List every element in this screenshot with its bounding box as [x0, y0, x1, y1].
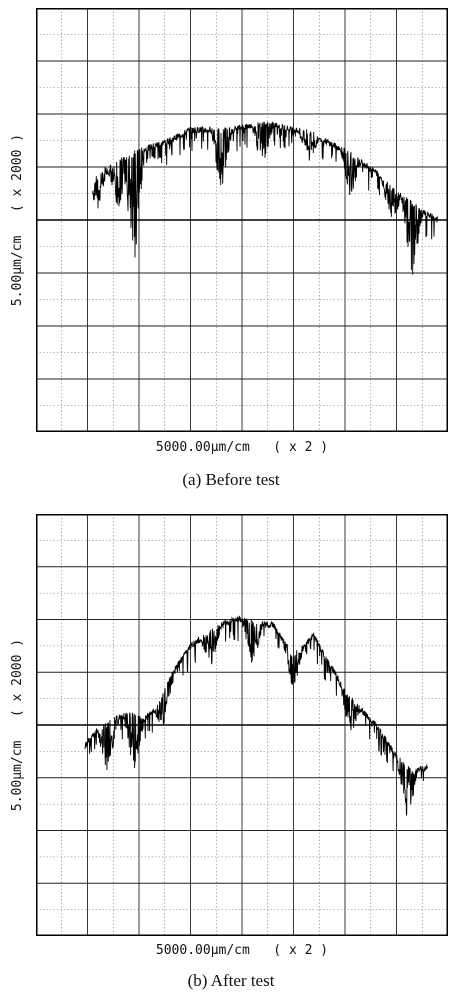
profile-series-line — [84, 615, 428, 817]
caption-before: (a) Before test — [182, 470, 280, 489]
caption-after: (b) After test — [187, 971, 275, 990]
chart-panel-before: 5.00μm/cm ( x 2000 ) 5000.00μm/cm ( x 2 … — [10, 8, 448, 489]
plot-area-before — [36, 8, 448, 432]
chart-panel-after: 5.00μm/cm ( x 2000 ) 5000.00μm/cm ( x 2 … — [0, 505, 462, 1000]
grid — [36, 514, 448, 936]
plot-frame — [36, 514, 448, 936]
plot-frame — [36, 8, 448, 432]
plot-area-after — [36, 514, 448, 936]
y-axis-label-before: 5.00μm/cm ( x 2000 ) — [10, 133, 25, 307]
grid — [36, 8, 448, 432]
x-axis-label-after: 5000.00μm/cm ( x 2 ) — [155, 943, 329, 958]
x-axis-label-before: 5000.00μm/cm ( x 2 ) — [155, 440, 329, 455]
profile-series-line — [92, 121, 439, 275]
y-axis-label-after: 5.00μm/cm ( x 2000 ) — [10, 638, 25, 812]
